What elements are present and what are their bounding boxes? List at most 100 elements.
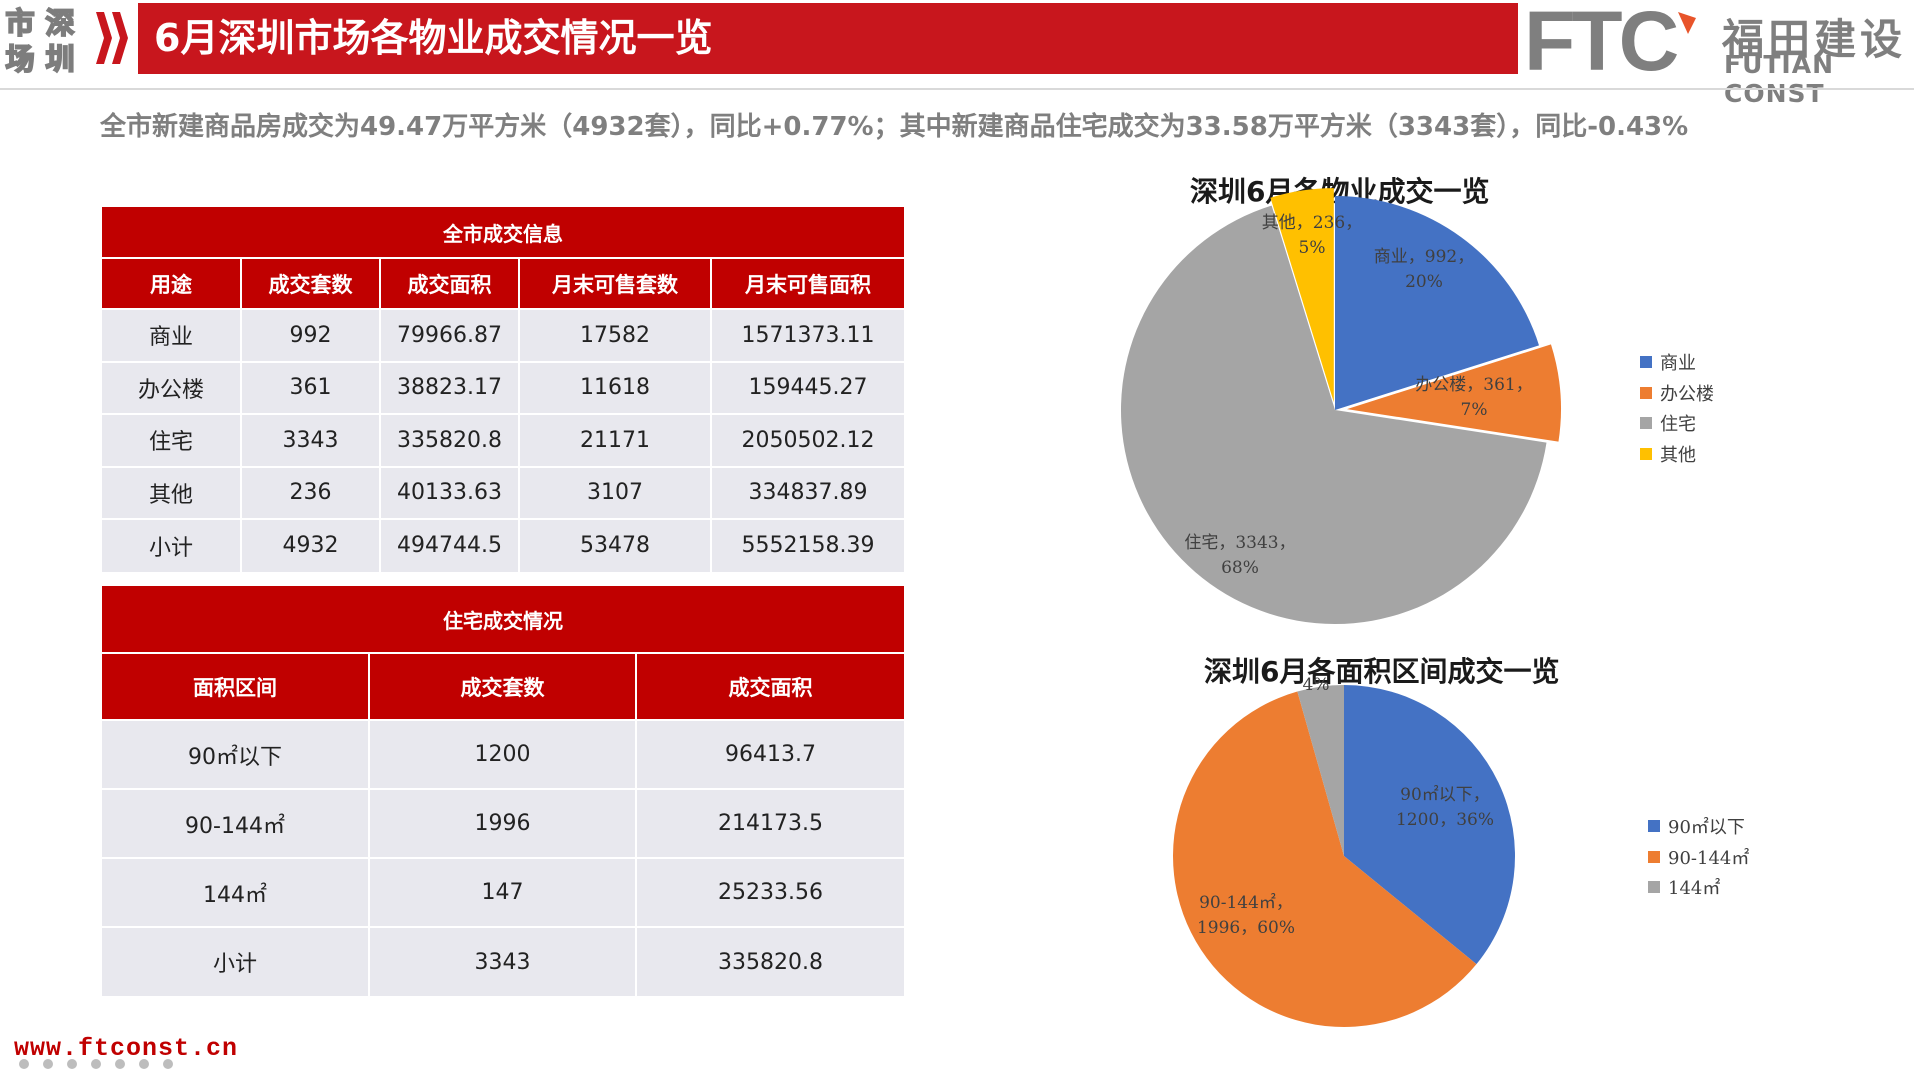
market-badge: 市 深 场 圳 [0, 3, 80, 77]
summary-text: 全市新建商品房成交为49.47万平方米（4932套），同比+0.77%；其中新建… [100, 112, 1689, 142]
table-cell: 214173.5 [636, 788, 904, 858]
table-cell: 40133.63 [380, 465, 520, 519]
legend-swatch [1640, 356, 1652, 369]
area-range-pie: 90㎡以下， 1200，36% 90-144㎡， 1996，60% 4% [1173, 675, 1516, 1028]
table-cell: 90-144㎡ [102, 788, 370, 858]
table-cell: 1571373.11 [711, 308, 904, 362]
page-title: 6月深圳市场各物业成交情况一览 [154, 16, 713, 60]
logo-cn: 福田建设 [1722, 15, 1907, 64]
property-type-pie: 商业，992， 20% 办公楼，361， 7% 住宅，3343， 68% 其他，236， 5% [1120, 188, 1561, 624]
table-row: 90-144㎡ 1996 214173.5 [102, 788, 904, 858]
table-cell: 144㎡ [102, 857, 370, 927]
table-cell: 1996 [369, 788, 637, 858]
data-label: 90㎡以下， 1200，36% [1396, 785, 1494, 830]
legend-label: 其他 [1660, 444, 1696, 466]
table-cell: 90㎡以下 [102, 719, 370, 789]
table-cell: 2050502.12 [711, 413, 904, 467]
table-cell: 3343 [241, 413, 381, 467]
legend-item: 办公楼 [1640, 378, 1714, 409]
table-cell: 3343 [369, 926, 637, 996]
table-cell: 办公楼 [102, 360, 242, 414]
data-label: 住宅，3343， 68% [1184, 533, 1295, 578]
table-row: 小计 4932 494744.5 53478 5552158.39 [102, 518, 904, 572]
table-cell: 335820.8 [380, 413, 520, 467]
pie-slice [1120, 205, 1547, 624]
legend-label: 办公楼 [1660, 383, 1714, 405]
column-header: 成交套数 [241, 258, 381, 309]
table-cell: 236 [241, 465, 381, 519]
column-header: 月末可售套数 [519, 258, 712, 309]
table-cell: 335820.8 [636, 926, 904, 996]
legend-item: 90-144㎡ [1648, 842, 1749, 873]
legend-swatch [1640, 417, 1652, 430]
table-cell: 1200 [369, 719, 637, 789]
legend-label: 商业 [1660, 353, 1696, 375]
pie-slice [1346, 344, 1561, 442]
table-cell: 96413.7 [636, 719, 904, 789]
badge-char: 市 [4, 5, 35, 41]
column-header: 用途 [102, 258, 242, 309]
data-label: 90-144㎡， 1996，60% [1197, 893, 1295, 938]
column-header: 月末可售面积 [711, 258, 904, 309]
chart-legend: 90㎡以下 90-144㎡ 144㎡ [1648, 811, 1749, 903]
table-row: 小计 3343 335820.8 [102, 926, 904, 996]
table-row: 商业 992 79966.87 17582 1571373.11 [102, 308, 904, 362]
chart-title: 深圳6月各面积区间成交一览 [1204, 655, 1560, 688]
data-label: 4% [1303, 675, 1330, 695]
badge-char: 深 [44, 5, 75, 41]
table-cell: 21171 [519, 413, 712, 467]
website-link[interactable]: www.ftconst.cn [14, 1034, 239, 1063]
legend-item: 90㎡以下 [1648, 811, 1749, 842]
pie-slice [1173, 691, 1477, 1028]
legend-label: 90㎡以下 [1668, 817, 1745, 839]
table-cell: 3107 [519, 465, 712, 519]
table-cell: 住宅 [102, 413, 242, 467]
column-header: 成交套数 [369, 653, 637, 720]
table-cell: 其他 [102, 465, 242, 519]
table-cell: 小计 [102, 518, 242, 572]
table-cell: 147 [369, 857, 637, 927]
chart-legend: 商业 办公楼 住宅 其他 [1640, 347, 1714, 469]
pie-slice [1297, 685, 1344, 856]
legend-swatch [1648, 850, 1660, 863]
header-divider [0, 88, 1914, 90]
badge-char: 场 [4, 41, 35, 77]
legend-item: 其他 [1640, 439, 1714, 470]
table-cell: 494744.5 [380, 518, 520, 572]
legend-label: 90-144㎡ [1668, 847, 1750, 869]
table-cell: 992 [241, 308, 381, 362]
ftc-logo-icon: FTC [1524, 4, 1696, 76]
pie-slice [1270, 188, 1334, 403]
table-row: 办公楼 361 38823.17 11618 159445.27 [102, 360, 904, 414]
legend-label: 144㎡ [1668, 878, 1721, 900]
legend-swatch [1640, 386, 1652, 399]
table-cell: 53478 [519, 518, 712, 572]
data-label: 其他，236， 5% [1262, 213, 1362, 258]
column-header: 成交面积 [636, 653, 904, 720]
table-cell: 334837.89 [711, 465, 904, 519]
table-cell: 4932 [241, 518, 381, 572]
legend-item: 144㎡ [1648, 872, 1749, 903]
table-caption: 全市成交信息 [102, 207, 904, 259]
city-transaction-table: 全市成交信息 用途 成交套数 成交面积 月末可售套数 月末可售面积 商业 992… [102, 207, 904, 572]
table-cell: 小计 [102, 926, 370, 996]
legend-item: 住宅 [1640, 408, 1714, 439]
table-cell: 11618 [519, 360, 712, 414]
table-cell: 25233.56 [636, 857, 904, 927]
pie-slice [1335, 196, 1539, 410]
legend-swatch [1648, 881, 1660, 894]
table-row: 其他 236 40133.63 3107 334837.89 [102, 465, 904, 519]
table-caption: 住宅成交情况 [102, 586, 904, 654]
chevron-right-icon [96, 12, 112, 64]
table-cell: 159445.27 [711, 360, 904, 414]
title-bar: 6月深圳市场各物业成交情况一览 [138, 3, 1518, 74]
legend-item: 商业 [1640, 347, 1714, 378]
table-cell: 79966.87 [380, 308, 520, 362]
table-row: 住宅 3343 335820.8 21171 2050502.12 [102, 413, 904, 467]
logo-letters: FTC [1524, 4, 1678, 76]
data-label: 办公楼，361， 7% [1415, 375, 1532, 420]
residential-transaction-table: 住宅成交情况 面积区间 成交套数 成交面积 90㎡以下 1200 96413.7… [102, 586, 904, 996]
table-cell: 361 [241, 360, 381, 414]
table-cell: 17582 [519, 308, 712, 362]
